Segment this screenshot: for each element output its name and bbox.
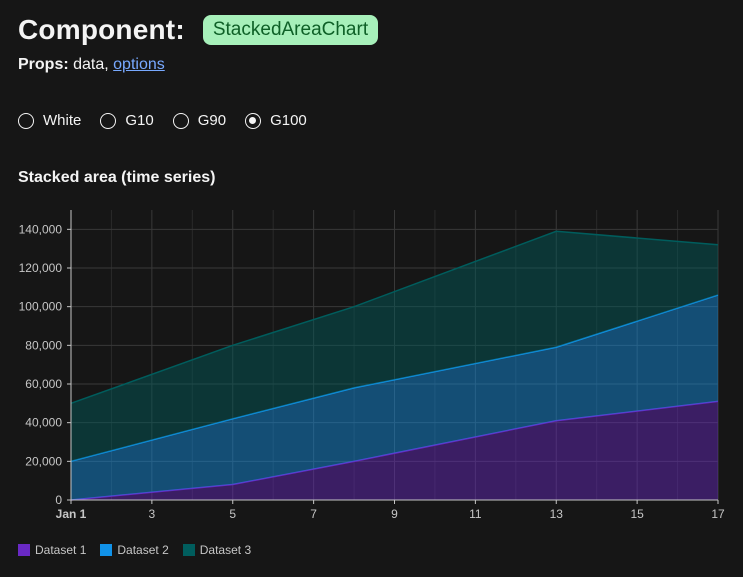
- x-tick-label: 7: [310, 507, 317, 521]
- legend-label: Dataset 2: [117, 543, 169, 557]
- y-tick-label: 60,000: [25, 377, 62, 391]
- legend-label: Dataset 3: [199, 543, 252, 557]
- props-label: Props:: [18, 56, 69, 73]
- theme-option-label: G100: [270, 112, 307, 129]
- x-tick-label: 9: [391, 507, 398, 521]
- radio-button[interactable]: [18, 112, 34, 129]
- radio-button[interactable]: [172, 112, 189, 129]
- y-tick-label: 80,000: [25, 338, 62, 352]
- line-dataset-2: [70, 294, 719, 463]
- y-tick-label: 40,000: [25, 416, 62, 430]
- theme-option-g10[interactable]: G10: [100, 112, 154, 129]
- area-dataset-3: [71, 231, 718, 462]
- page-title: Component:: [18, 14, 185, 45]
- x-tick-label: 5: [229, 507, 236, 521]
- x-tick-label: 15: [630, 507, 644, 521]
- legend-swatch: [18, 544, 30, 556]
- component-badge: StackedAreaChart: [202, 15, 379, 45]
- y-tick-label: 100,000: [19, 300, 63, 314]
- radio-button[interactable]: [245, 112, 262, 129]
- chart-title: Stacked area (time series): [18, 169, 216, 186]
- theme-option-g90[interactable]: G90: [172, 112, 227, 129]
- x-tick-label: 13: [550, 507, 564, 521]
- y-tick-label: 120,000: [19, 261, 63, 275]
- x-tick-label: 17: [711, 507, 725, 521]
- legend-label: Dataset 1: [35, 543, 87, 557]
- line-dataset-3: [70, 230, 719, 405]
- theme-option-label: White: [43, 112, 82, 129]
- theme-option-label: G10: [125, 112, 154, 129]
- legend-item[interactable]: Dataset 3: [182, 543, 252, 557]
- y-tick-label: 0: [55, 493, 62, 507]
- x-tick-label: 11: [469, 507, 482, 521]
- props-text: data,: [68, 56, 114, 73]
- y-tick-label: 20,000: [25, 454, 62, 468]
- theme-selector: White G10 G90 G100: [18, 112, 326, 129]
- options-link[interactable]: options: [113, 56, 165, 73]
- x-tick-label: Jan 1: [56, 507, 87, 521]
- theme-option-g100[interactable]: G100: [245, 112, 307, 129]
- legend-item[interactable]: Dataset 1: [18, 543, 86, 557]
- line-dataset-1: [70, 400, 719, 501]
- theme-option-label: G90: [197, 112, 227, 129]
- header: Component: StackedAreaChart: [18, 14, 379, 46]
- chart-legend: Dataset 1 Dataset 2 Dataset 3: [18, 543, 265, 557]
- legend-swatch: [100, 544, 113, 556]
- area-dataset-2: [71, 295, 718, 500]
- props-line: Props: data, options: [18, 56, 165, 74]
- area-dataset-1: [71, 401, 718, 500]
- y-tick-label: 140,000: [19, 222, 63, 236]
- theme-option-white[interactable]: White: [18, 112, 81, 129]
- legend-item[interactable]: Dataset 2: [100, 543, 169, 557]
- stacked-area-chart: 0 20,000 40,000 60,000 80,000 100,000 120,000 1…: [19, 210, 725, 521]
- radio-button[interactable]: [100, 112, 117, 129]
- x-tick-label: 3: [149, 507, 156, 521]
- legend-swatch: [182, 544, 195, 556]
